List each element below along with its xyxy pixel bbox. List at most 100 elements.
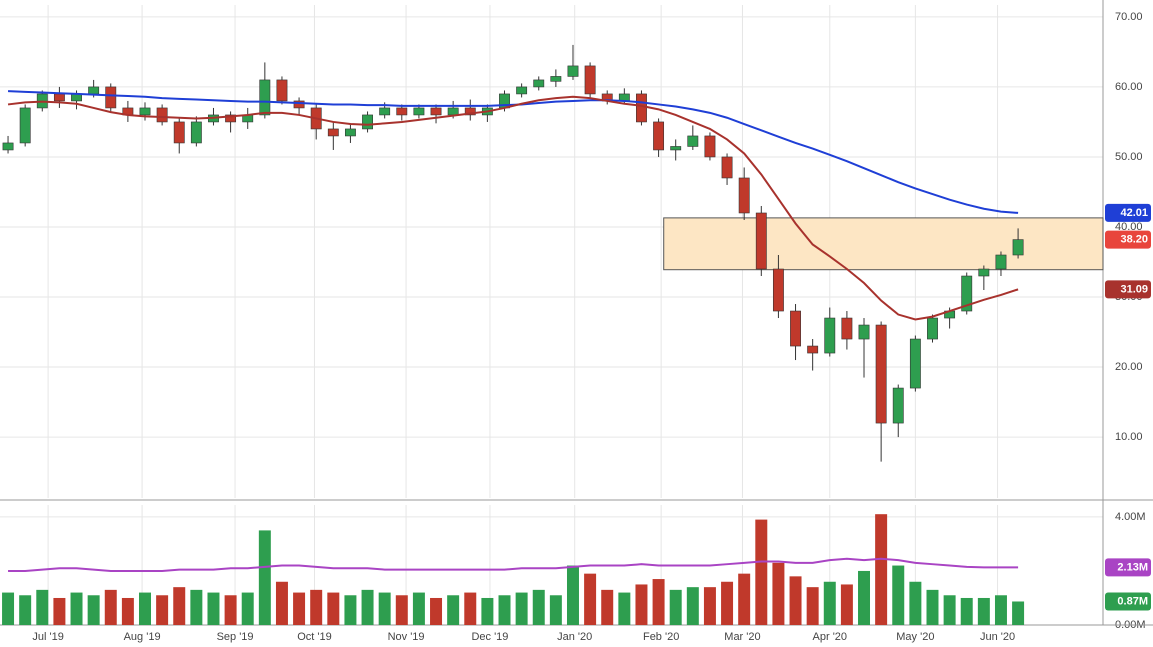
candle-body	[841, 317, 853, 340]
candle-body	[550, 76, 562, 82]
volume-bar	[378, 592, 391, 625]
volume-bar	[481, 597, 494, 625]
volume-bar	[584, 573, 597, 625]
price-badge-label: 38.20	[1120, 234, 1148, 246]
y-tick-label: 70.00	[1115, 11, 1143, 23]
candle-body	[721, 156, 733, 179]
volume-bar	[293, 592, 306, 625]
volume-bar	[875, 514, 888, 625]
candle-body	[653, 121, 665, 151]
candle-body	[327, 128, 339, 137]
volume-bar	[618, 592, 631, 625]
price-badge	[1105, 280, 1151, 299]
candle-body	[772, 268, 784, 312]
x-tick-label: Sep '19	[217, 631, 254, 643]
x-tick-label: Mar '20	[724, 631, 760, 643]
price-badge-label: 31.09	[1120, 283, 1148, 295]
candle-body	[19, 107, 31, 144]
candle-body	[824, 317, 836, 354]
candle-body	[225, 114, 237, 123]
volume-bar	[70, 592, 83, 625]
candle-body	[379, 107, 391, 116]
x-tick-label: Oct '19	[297, 631, 332, 643]
candle-body	[430, 107, 442, 116]
price-badge	[1105, 203, 1151, 222]
candle-body	[156, 107, 168, 123]
volume-bar	[447, 595, 460, 625]
x-tick-label: Jul '19	[32, 631, 63, 643]
volume-bar	[994, 595, 1007, 625]
candle-body	[875, 324, 887, 424]
candle-body	[755, 212, 767, 270]
candle-body	[738, 177, 750, 214]
volume-bar	[310, 589, 323, 625]
volume-bar	[104, 589, 117, 625]
volume-bar	[207, 592, 220, 625]
volume-bar	[601, 589, 614, 625]
volume-bar	[789, 576, 802, 625]
volume-bar	[858, 570, 871, 625]
volume-bar	[960, 597, 973, 625]
volume-bar	[464, 592, 477, 625]
candle-body	[105, 86, 117, 109]
candle-body	[173, 121, 185, 144]
volume-bar	[772, 562, 785, 625]
candle-body	[293, 100, 305, 109]
volume-bar	[669, 589, 682, 625]
volume-bar	[1012, 601, 1025, 625]
candle-body	[447, 107, 459, 116]
volume-bar	[412, 592, 425, 625]
y-tick-label: 20.00	[1115, 361, 1143, 373]
zone-box	[663, 217, 1104, 271]
x-tick-label: Aug '19	[124, 631, 161, 643]
x-tick-label: Jan '20	[557, 631, 592, 643]
moving-average-line	[8, 90, 1019, 214]
volume-bar	[892, 565, 905, 625]
volume-bar	[258, 530, 271, 625]
volume-bar	[327, 592, 340, 625]
x-tick-label: Feb '20	[643, 631, 679, 643]
volume-bar	[686, 587, 699, 625]
candle-body	[687, 135, 699, 147]
candle-body	[276, 79, 288, 102]
candle-body	[807, 345, 819, 354]
volume-bar	[395, 595, 408, 625]
volume-bar	[156, 595, 169, 625]
price-badge-label: 42.01	[1120, 207, 1148, 219]
volume-bar	[190, 589, 203, 625]
volume-bar	[926, 589, 939, 625]
candle-body	[567, 65, 579, 77]
price-badge	[1105, 558, 1151, 577]
candle-body	[927, 317, 938, 340]
candle-body	[396, 107, 408, 116]
price-badge-label: 0.87M	[1117, 595, 1148, 607]
price-badge	[1105, 230, 1151, 249]
moving-average-line	[7, 95, 1019, 321]
candle-body	[362, 114, 373, 130]
candle-body	[790, 310, 801, 347]
volume-bar	[275, 581, 288, 625]
candle-body	[909, 338, 921, 389]
volume-bar	[173, 587, 186, 625]
candle-body	[344, 128, 356, 137]
candle-body	[636, 93, 647, 123]
candle-body	[259, 79, 271, 116]
candle-body	[978, 268, 990, 277]
volume-bar	[498, 595, 511, 625]
volume-bar	[2, 592, 15, 625]
y-tick-label: 10.00	[1115, 431, 1143, 443]
candle-body	[533, 79, 545, 88]
candle-body	[139, 107, 151, 116]
volume-bar	[635, 584, 648, 625]
volume-bar	[823, 581, 836, 625]
candle-body	[88, 86, 100, 95]
volume-bar	[36, 589, 49, 625]
price-badge	[1105, 592, 1151, 611]
x-tick-label: Jun '20	[980, 631, 1015, 643]
volume-bar	[738, 573, 751, 625]
volume-bar	[344, 595, 357, 625]
volume-bar	[19, 595, 32, 625]
candle-body	[516, 86, 528, 95]
volume-bar	[53, 597, 66, 625]
